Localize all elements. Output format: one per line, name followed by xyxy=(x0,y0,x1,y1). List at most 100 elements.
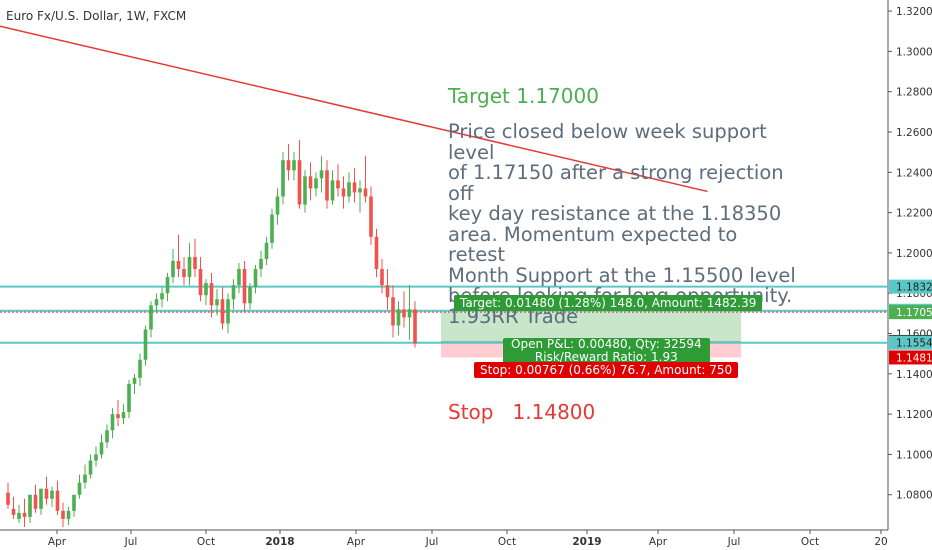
candle-down xyxy=(242,269,247,304)
symbol-title: Euro Fx/U.S. Dollar, 1W, FXCM xyxy=(6,9,187,23)
y-tick-label: 1.32000 xyxy=(896,6,932,18)
target-info-box[interactable]: Target: 0.01480 (1.28%) 148.0, Amount: 1… xyxy=(454,295,763,311)
candle-up xyxy=(94,454,98,461)
price-label: 1.18327 xyxy=(896,282,932,294)
candle-down xyxy=(176,260,181,270)
candle-down xyxy=(363,188,368,197)
candle-down xyxy=(413,309,417,344)
candle-up xyxy=(39,488,43,509)
risk-reward-label: Risk/Reward Ratio: 1.93 xyxy=(534,350,678,364)
x-tick-label: Oct xyxy=(498,536,516,548)
candle-up xyxy=(314,178,318,189)
candle-down xyxy=(61,510,65,519)
x-tick-label: 2019 xyxy=(572,536,601,548)
x-tick-label: Oct xyxy=(801,536,819,548)
candle-down xyxy=(44,488,49,499)
stop-annotation: Stop 1.14800 xyxy=(448,400,596,424)
candle-up xyxy=(121,412,126,419)
trendline xyxy=(0,25,708,193)
time-axis: Apr Jul Oct 2018 Apr Jul Oct 2019 Apr Jul Oct 20 xyxy=(48,530,888,548)
y-tick-label: 1.24000 xyxy=(896,167,932,179)
candle-down xyxy=(22,512,27,517)
candle-up xyxy=(319,170,324,179)
candle-up xyxy=(248,287,252,304)
candle-down xyxy=(116,414,120,419)
target-zone xyxy=(441,312,741,343)
pl-info-box[interactable]: Open P&L: 0.00480, Qty: 32594 Risk/Rewar… xyxy=(503,338,710,364)
candle-down xyxy=(33,494,38,509)
resistance-trendline xyxy=(0,25,708,193)
candle-up xyxy=(127,383,131,413)
candle-up xyxy=(226,299,230,324)
x-tick-label: Jul xyxy=(425,536,439,548)
price-label-bg xyxy=(889,335,932,350)
x-tick-label: Oct xyxy=(197,536,215,548)
candle-up xyxy=(72,494,76,511)
target-annotation: Target 1.17000 xyxy=(448,84,599,108)
candle-up xyxy=(281,160,285,197)
x-tick-label: Apr xyxy=(48,536,67,548)
candle-up xyxy=(292,160,296,171)
stop-info-box[interactable]: Stop: 0.00767 (0.66%) 76.7, Amount: 750 xyxy=(474,362,739,378)
x-tick-label: Apr xyxy=(347,536,366,548)
candle-up xyxy=(110,414,115,431)
candle-down xyxy=(209,283,214,306)
x-tick-label: Apr xyxy=(649,536,668,548)
candle-down xyxy=(198,269,203,296)
candle-up xyxy=(28,494,32,517)
candle-up xyxy=(171,260,175,278)
y-tick-label: 1.28000 xyxy=(896,87,932,99)
candle-down xyxy=(6,492,10,505)
candle-up xyxy=(149,305,153,330)
price-label-bg xyxy=(889,279,932,294)
candle-down xyxy=(220,299,225,324)
candle-up xyxy=(88,460,93,475)
candle-up xyxy=(77,482,82,495)
candle-up xyxy=(154,299,159,306)
y-tick-label: 1.30000 xyxy=(896,46,932,58)
candle-up xyxy=(347,182,351,197)
candle-down xyxy=(297,160,302,205)
candle-down xyxy=(402,309,406,318)
candle-up xyxy=(132,377,137,384)
y-tick-label: 1.20000 xyxy=(896,248,932,260)
candle-up xyxy=(66,510,71,519)
candle-up xyxy=(264,242,269,259)
candle-down xyxy=(193,256,197,270)
y-tick-label: 1.22000 xyxy=(896,208,932,220)
candle-up xyxy=(231,285,236,300)
candle-up xyxy=(253,269,258,288)
candle-down xyxy=(286,160,291,171)
candle-down xyxy=(369,196,373,237)
candle-down xyxy=(380,269,384,286)
candle-up xyxy=(275,196,280,215)
price-axis: 1.080001.100001.120001.140001.160001.180… xyxy=(888,6,932,502)
candle-up xyxy=(17,512,21,519)
candle-up xyxy=(105,430,109,443)
candle-down xyxy=(336,180,340,189)
candle-up xyxy=(396,309,401,326)
y-tick-label: 1.08000 xyxy=(896,490,932,502)
price-label: 1.17059 xyxy=(896,307,932,319)
candle-down xyxy=(325,170,329,201)
y-tick-label: 1.12000 xyxy=(896,409,932,421)
candle-down xyxy=(182,269,186,278)
price-label: 1.15544 xyxy=(896,338,932,350)
x-tick-label: 2018 xyxy=(265,536,294,548)
candle-up xyxy=(165,277,170,294)
candle-up xyxy=(83,474,87,483)
candle-down xyxy=(308,176,313,189)
candle-up xyxy=(259,258,263,270)
candle-up xyxy=(138,359,142,378)
candle-up xyxy=(204,283,208,296)
price-label: 1.14812 xyxy=(896,352,932,364)
candle-down xyxy=(341,188,346,197)
candle-up xyxy=(50,490,54,499)
candle-up xyxy=(215,299,219,306)
price-label-bg xyxy=(889,350,932,365)
candle-down xyxy=(385,285,390,298)
x-tick-label: Jul xyxy=(727,536,741,548)
candle-up xyxy=(330,180,335,201)
y-tick-label: 1.10000 xyxy=(896,449,932,461)
